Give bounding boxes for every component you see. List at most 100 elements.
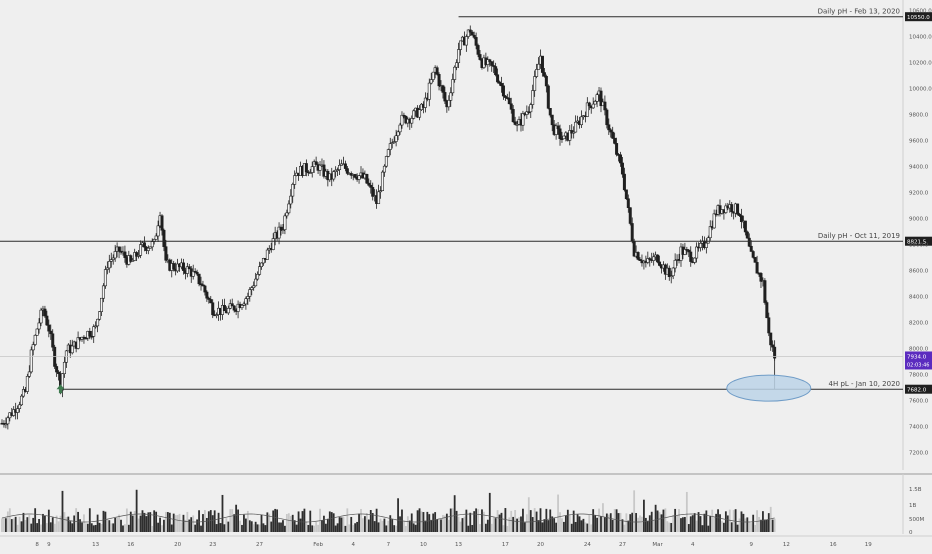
volume-bar — [644, 517, 647, 532]
volume-bar — [765, 519, 768, 532]
volume-bar — [213, 510, 216, 532]
candle-body — [572, 131, 576, 134]
volume-bar — [112, 523, 115, 532]
volume-bar — [18, 516, 21, 532]
volume-bar — [504, 508, 507, 532]
candle-body — [113, 251, 117, 259]
candle-body — [535, 69, 539, 77]
candle-body — [35, 328, 39, 336]
candle-body — [712, 213, 716, 229]
volume-bar — [459, 521, 462, 532]
candle-body — [29, 349, 33, 373]
volume-bar — [174, 515, 177, 532]
candle-body — [738, 213, 742, 216]
volume-bar — [707, 525, 710, 532]
volume-bar — [701, 525, 704, 532]
volume-bar — [94, 524, 97, 532]
volume-bar — [763, 519, 766, 532]
volume-pane: 1.5B 1B 500M 0 — [1, 487, 924, 536]
volume-bar — [83, 514, 85, 532]
volume-bar — [572, 510, 575, 532]
candle-body — [398, 124, 402, 133]
candle-body — [453, 66, 457, 80]
candle-body — [708, 226, 712, 239]
price-tick-label: 10000.0 — [909, 87, 932, 93]
candle-body — [656, 254, 660, 263]
volume-bar — [254, 521, 257, 532]
candle-body — [25, 376, 29, 392]
volume-bar — [135, 489, 138, 532]
candle-body — [380, 171, 384, 192]
volume-bar — [32, 517, 35, 532]
candle-body — [211, 302, 215, 316]
volume-bar — [229, 509, 232, 532]
candle-body — [759, 273, 763, 282]
volume-bar — [418, 508, 421, 532]
volume-bar — [393, 525, 396, 532]
candle-body — [345, 168, 349, 174]
volume-bar — [445, 513, 448, 532]
candle-body — [613, 137, 617, 144]
volume-bar — [664, 508, 667, 532]
volume-bar — [438, 518, 440, 532]
volume-bar — [139, 515, 142, 532]
volume-bar — [744, 518, 747, 532]
time-tick-label: 16 — [127, 542, 134, 548]
candle-body — [123, 251, 127, 258]
volume-bar — [549, 509, 552, 532]
volume-bar — [30, 523, 33, 532]
candle-body — [369, 184, 373, 188]
volume-bar — [42, 513, 44, 532]
candle-body — [658, 261, 662, 266]
level-badge — [905, 384, 932, 394]
volume-bar — [120, 519, 122, 532]
volume-bar — [12, 518, 15, 532]
volume-bar — [204, 509, 206, 532]
volume-bar — [276, 509, 279, 532]
candle-body — [447, 99, 451, 108]
volume-bar — [730, 522, 733, 532]
candle-body — [498, 81, 502, 84]
volume-bar — [416, 510, 419, 532]
candle-body — [457, 49, 461, 64]
volume-bar — [473, 511, 476, 532]
time-axis[interactable]: 8 9 13 16 20 23 27 Feb 4 7 10 13 17 20 24 27 Mar 4 9 12 16 19 — [35, 542, 872, 548]
volume-bar — [738, 518, 741, 532]
volume-bar — [652, 520, 655, 532]
candle-body — [250, 287, 254, 290]
time-tick-label: 7 — [387, 542, 391, 548]
volume-bar — [67, 516, 70, 532]
price-axis[interactable]: 10600.0 10400.0 10200.0 10000.0 9800.0 9600.0… — [0, 9, 932, 457]
volume-bar — [713, 517, 716, 532]
volume-bar — [244, 518, 247, 532]
volume-bar — [282, 520, 284, 532]
price-tick-label: 7800.0 — [909, 372, 929, 378]
volume-bar — [621, 519, 624, 532]
volume-bar — [194, 524, 197, 532]
volume-bar — [53, 523, 56, 532]
volume-bar — [643, 499, 645, 532]
volume-bar — [650, 511, 653, 532]
volume-bar — [760, 519, 762, 532]
volume-bar — [762, 511, 764, 532]
time-tick-label: 13 — [92, 542, 99, 548]
volume-bar — [529, 510, 532, 532]
volume-bar — [352, 525, 355, 532]
volume-bar — [330, 512, 333, 532]
candle-body — [767, 317, 771, 334]
volume-bar — [432, 513, 435, 532]
candle-body — [20, 395, 24, 406]
price-tick-label: 9200.0 — [909, 191, 929, 197]
volume-bar — [166, 512, 169, 532]
candle-body — [412, 110, 416, 119]
volume-bar — [403, 521, 405, 532]
volume-bar — [149, 512, 152, 532]
candle-body — [287, 203, 291, 214]
volume-bar — [488, 492, 491, 532]
volume-bar — [397, 498, 399, 532]
price-tick-label: 9400.0 — [909, 165, 929, 171]
candle-body — [281, 229, 285, 231]
candle-body — [437, 74, 441, 87]
